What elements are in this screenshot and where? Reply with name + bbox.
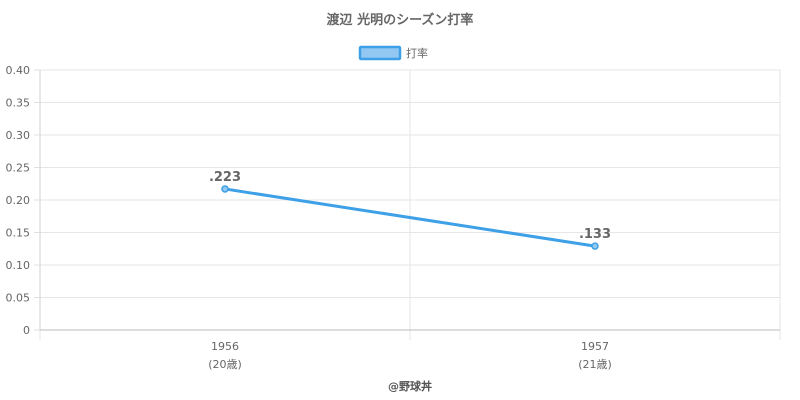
series-line — [223, 187, 597, 248]
y-tick-label: 0.10 — [6, 259, 31, 272]
credit-label: @野球丼 — [388, 379, 432, 393]
x-tick-label: 1956 — [211, 340, 239, 353]
data-label: .133 — [579, 227, 611, 242]
y-tick-label: 0.30 — [6, 129, 31, 142]
y-axis-ticks: 0 0.05 0.10 0.15 0.20 0.25 0.30 0.35 0.40 — [6, 64, 40, 337]
legend-swatch — [358, 45, 402, 61]
legend-label: 打率 — [406, 46, 428, 60]
data-points — [221, 185, 599, 250]
y-tick-label: 0.15 — [6, 227, 31, 240]
y-tick-label: 0.35 — [6, 97, 31, 110]
x-axis-ticks: 1956 (20歳) 1957 (21歳) — [208, 340, 612, 371]
y-tick-label: 0.20 — [6, 194, 31, 207]
data-label: .223 — [209, 170, 241, 185]
y-tick-label: 0.40 — [6, 64, 31, 77]
y-tick-label: 0.05 — [6, 292, 31, 305]
y-tick-label: 0 — [23, 324, 30, 337]
grid-lines — [39, 69, 781, 340]
data-labels: .223 .133 — [209, 170, 611, 242]
series-lines — [223, 187, 597, 248]
x-tick-sublabel: (21歳) — [578, 358, 612, 371]
x-tick-label: 1957 — [581, 340, 609, 353]
y-tick-label: 0.25 — [6, 162, 31, 175]
data-point — [591, 242, 599, 250]
chart-title: 渡辺 光明のシーズン打率 — [327, 12, 474, 28]
legend[interactable]: 打率 — [358, 45, 428, 61]
data-point — [221, 185, 229, 193]
x-tick-sublabel: (20歳) — [208, 358, 242, 371]
